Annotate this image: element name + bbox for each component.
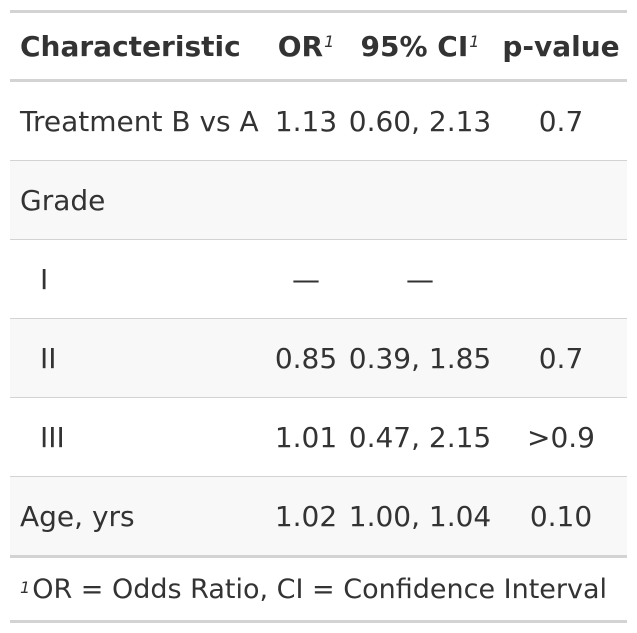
row-label: III <box>10 397 267 477</box>
cell-ci: 0.60, 2.13 <box>345 80 495 161</box>
header-characteristic-label: Characteristic <box>20 29 241 63</box>
cell-ci: 0.39, 1.85 <box>345 318 495 398</box>
header-or-label: OR <box>277 29 324 63</box>
row-label: Grade <box>10 160 267 240</box>
cell-pvalue: 0.10 <box>495 476 627 558</box>
cell-or: 1.13 <box>267 80 345 161</box>
cell-ci: 1.00, 1.04 <box>345 476 495 558</box>
header-or-footnote-mark: 1 <box>324 31 335 51</box>
header-ci-label: 95% CI <box>360 29 469 63</box>
table-row-grade-ii: II 0.85 0.39, 1.85 0.7 <box>10 318 627 398</box>
footnote-text: OR = Odds Ratio, CI = Confidence Interva… <box>32 573 608 605</box>
header-pvalue-label: p-value <box>502 29 620 63</box>
cell-pvalue: 0.7 <box>495 318 627 398</box>
table-row-age: Age, yrs 1.02 1.00, 1.04 0.10 <box>10 476 627 558</box>
table-row-grade: Grade <box>10 160 627 240</box>
cell-or: — <box>267 239 345 319</box>
row-label: I <box>10 239 267 319</box>
cell-ci <box>345 160 495 240</box>
row-label: II <box>10 318 267 398</box>
footnote-mark: 1 <box>20 577 31 597</box>
cell-pvalue <box>495 160 627 240</box>
header-row: Characteristic OR1 95% CI1 p-value <box>10 11 627 82</box>
header-ci: 95% CI1 <box>345 11 495 82</box>
cell-or: 0.85 <box>267 318 345 398</box>
table-row-grade-i: I — — <box>10 239 627 319</box>
cell-or <box>267 160 345 240</box>
cell-pvalue: 0.7 <box>495 80 627 161</box>
cell-ci: 0.47, 2.15 <box>345 397 495 477</box>
header-characteristic: Characteristic <box>10 11 267 82</box>
cell-pvalue <box>495 239 627 319</box>
row-label: Age, yrs <box>10 476 267 558</box>
regression-table: Characteristic OR1 95% CI1 p-value Treat… <box>10 10 627 623</box>
table-row-treatment: Treatment B vs A 1.13 0.60, 2.13 0.7 <box>10 80 627 161</box>
header-ci-footnote-mark: 1 <box>469 31 480 51</box>
footnote-row: 1OR = Odds Ratio, CI = Confidence Interv… <box>10 557 627 622</box>
cell-pvalue: >0.9 <box>495 397 627 477</box>
cell-or: 1.01 <box>267 397 345 477</box>
row-label: Treatment B vs A <box>10 80 267 161</box>
footnote: 1OR = Odds Ratio, CI = Confidence Interv… <box>10 557 627 622</box>
table-row-grade-iii: III 1.01 0.47, 2.15 >0.9 <box>10 397 627 477</box>
cell-or: 1.02 <box>267 476 345 558</box>
cell-ci: — <box>345 239 495 319</box>
header-or: OR1 <box>267 11 345 82</box>
header-pvalue: p-value <box>495 11 627 82</box>
regression-table-container: Characteristic OR1 95% CI1 p-value Treat… <box>10 10 627 623</box>
